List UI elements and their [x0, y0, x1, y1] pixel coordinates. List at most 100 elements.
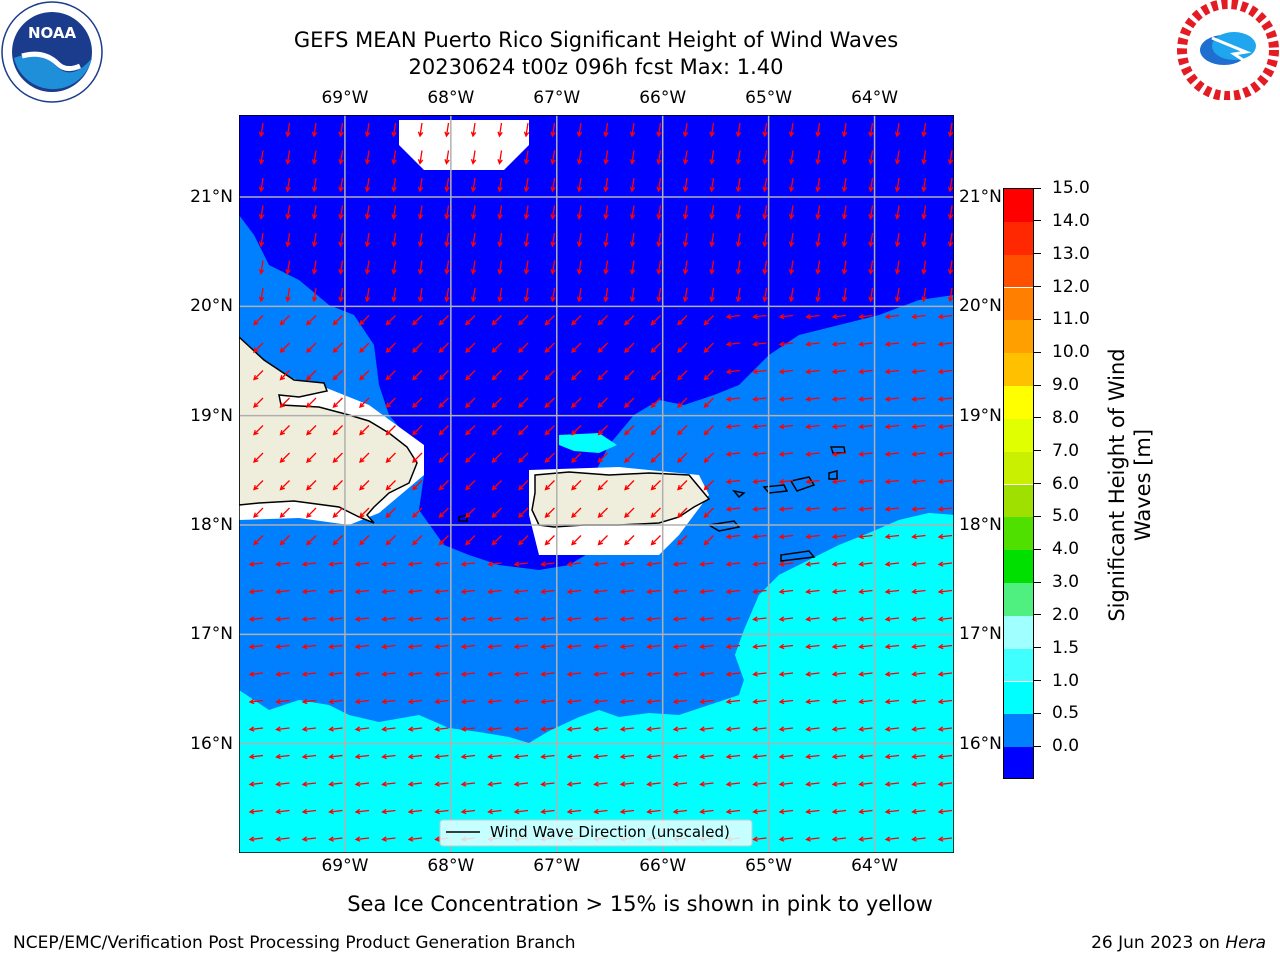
wave-direction-arrow	[460, 698, 476, 705]
wave-direction-arrow	[354, 753, 370, 760]
wave-direction-arrow	[762, 287, 768, 303]
wave-direction-arrow	[444, 177, 450, 193]
colorbar-tick-label: 0.5	[1052, 703, 1080, 724]
wave-direction-arrow	[523, 122, 530, 138]
wave-direction-arrow	[703, 480, 714, 491]
colorbar-segment	[1004, 287, 1033, 321]
wave-direction-arrow	[805, 451, 820, 457]
colorbar-tick-label: 12.0	[1052, 276, 1090, 297]
wave-direction-arrow	[417, 260, 424, 275]
lat-tick-right: 19°N	[959, 405, 1002, 426]
wave-direction-arrow	[385, 370, 396, 381]
wave-direction-arrow	[523, 232, 530, 248]
wave-direction-arrow	[725, 808, 741, 815]
colorbar-tick-label: 14.0	[1052, 210, 1090, 231]
wave-direction-arrow	[391, 205, 397, 220]
wave-direction-arrow	[407, 588, 423, 595]
wave-direction-arrow	[518, 342, 529, 353]
wave-direction-arrow	[778, 533, 794, 540]
wave-direction-arrow	[831, 478, 847, 485]
wave-direction-arrow	[677, 397, 688, 408]
wave-direction-arrow	[624, 315, 635, 326]
colorbar-tick-mark	[1034, 647, 1041, 649]
colorbar-segment	[1004, 681, 1033, 715]
wave-direction-arrow	[566, 588, 582, 595]
wave-direction-arrow	[841, 150, 848, 165]
wave-direction-arrow	[703, 452, 714, 463]
wave-direction-arrow	[248, 588, 264, 595]
wave-direction-arrow	[884, 423, 900, 430]
wave-direction-arrow	[735, 260, 742, 275]
wave-direction-arrow	[332, 342, 343, 353]
wave-direction-arrow	[778, 726, 794, 732]
wave-direction-arrow	[566, 616, 582, 622]
colorbar-tick-label: 3.0	[1052, 572, 1080, 592]
wave-direction-arrow	[417, 232, 424, 248]
wave-direction-arrow	[911, 671, 926, 677]
wave-direction-arrow	[656, 122, 662, 138]
wave-direction-arrow	[911, 726, 926, 732]
wave-direction-arrow	[460, 808, 476, 815]
wave-direction-arrow	[752, 451, 767, 457]
wave-direction-arrow	[359, 535, 370, 546]
wave-direction-arrow	[513, 588, 529, 595]
wave-direction-arrow	[937, 671, 953, 677]
wave-direction-arrow	[253, 452, 264, 463]
wave-direction-arrow	[937, 451, 953, 457]
wave-direction-arrow	[894, 122, 901, 138]
colorbar-segment	[1004, 583, 1033, 616]
wave-direction-arrow	[279, 370, 290, 381]
wave-direction-arrow	[566, 561, 582, 567]
wave-direction-arrow	[518, 315, 529, 326]
wave-direction-arrow	[513, 781, 529, 787]
wave-direction-arrow	[470, 205, 477, 220]
wave-direction-arrow	[328, 671, 343, 677]
wave-direction-arrow	[624, 452, 635, 463]
colorbar-label: Significant Height of Wind Waves [m]	[1105, 348, 1155, 622]
nws-logo-icon	[1177, 0, 1279, 100]
wave-direction-arrow	[391, 260, 397, 275]
wave-direction-arrow	[328, 808, 343, 815]
colorbar-tick-label: 13.0	[1052, 243, 1090, 264]
wave-direction-arrow	[624, 342, 635, 353]
map-legend: Wind Wave Direction (unscaled)	[439, 819, 753, 847]
wave-direction-arrow	[364, 205, 371, 220]
wave-direction-arrow	[884, 726, 900, 732]
wave-direction-arrow	[884, 588, 900, 595]
wave-direction-arrow	[603, 177, 609, 193]
wave-direction-arrow	[518, 452, 529, 463]
wave-direction-arrow	[937, 341, 953, 347]
wave-direction-arrow	[470, 177, 477, 193]
wave-direction-arrow	[650, 370, 661, 381]
wave-direction-arrow	[646, 643, 661, 650]
wave-direction-arrow	[513, 753, 529, 760]
wave-direction-arrow	[513, 808, 529, 815]
wave-direction-arrow	[619, 698, 635, 705]
wave-direction-arrow	[805, 561, 820, 567]
wave-direction-arrow	[285, 177, 291, 193]
wave-direction-arrow	[762, 122, 768, 138]
wave-direction-arrow	[788, 122, 795, 138]
wave-direction-arrow	[465, 370, 476, 381]
wave-direction-arrow	[677, 535, 688, 546]
wave-direction-arrow	[279, 425, 290, 436]
wave-direction-arrow	[841, 260, 848, 275]
wave-direction-arrow	[487, 671, 502, 677]
wave-direction-arrow	[603, 150, 609, 165]
colorbar-tick-mark	[1034, 220, 1041, 222]
wave-direction-arrow	[911, 368, 926, 375]
wave-direction-arrow	[381, 726, 396, 732]
wave-direction-arrow	[677, 315, 688, 326]
wave-direction-arrow	[677, 452, 688, 463]
wave-direction-arrow	[752, 313, 767, 320]
wave-direction-arrow	[412, 452, 423, 463]
wave-direction-arrow	[858, 616, 873, 622]
lat-tick-right: 17°N	[959, 624, 1002, 645]
wave-direction-arrow	[593, 753, 608, 760]
wave-direction-arrow	[359, 480, 370, 491]
wave-direction-arrow	[650, 342, 661, 353]
wave-direction-arrow	[465, 425, 476, 436]
wave-direction-arrow	[364, 287, 371, 303]
wave-direction-arrow	[911, 808, 926, 815]
wave-direction-arrow	[672, 726, 688, 732]
